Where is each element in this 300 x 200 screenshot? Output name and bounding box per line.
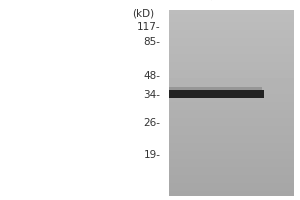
Bar (169, 87, 262, 90)
Text: (kD): (kD) (132, 8, 154, 18)
Text: 48-: 48- (143, 71, 161, 81)
Text: HeLa: HeLa (206, 0, 232, 2)
Bar (167, 90, 264, 98)
Text: 34-: 34- (143, 90, 161, 100)
Text: 26-: 26- (143, 118, 161, 128)
Text: 19-: 19- (143, 150, 161, 160)
Text: 85-: 85- (143, 37, 161, 47)
Text: 117-: 117- (137, 22, 160, 32)
